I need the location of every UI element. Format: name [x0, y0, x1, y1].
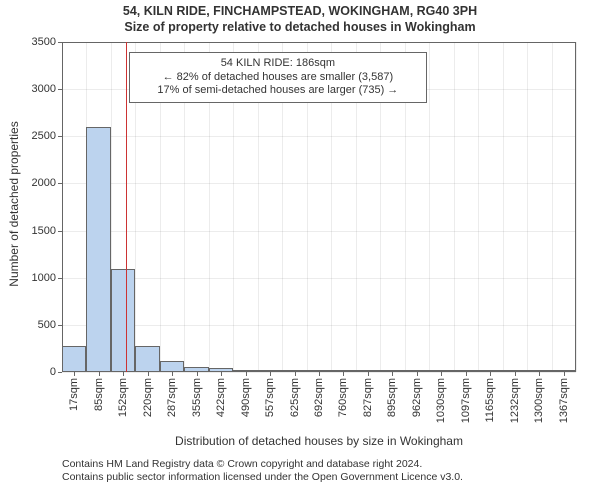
histogram-bar — [62, 346, 86, 372]
xtick-label: 152sqm — [117, 372, 129, 417]
annotation-line3: 17% of semi-detached houses are larger (… — [136, 84, 420, 98]
gridline-h — [62, 136, 576, 137]
y-axis-label: Number of detached properties — [7, 104, 21, 304]
xtick-label: 1367sqm — [558, 372, 570, 423]
gridline-v — [454, 42, 455, 372]
histogram-bar — [111, 269, 135, 372]
xtick-label: 490sqm — [240, 372, 252, 417]
ytick-label: 2000 — [32, 177, 62, 189]
gridline-h — [62, 231, 576, 232]
plot-area: 050010001500200025003000350017sqm85sqm15… — [62, 42, 576, 372]
ytick-label: 1000 — [32, 272, 62, 284]
chart-container: 54, KILN RIDE, FINCHAMPSTEAD, WOKINGHAM,… — [0, 0, 600, 500]
footer-line1: Contains HM Land Registry data © Crown c… — [62, 458, 576, 471]
xtick-label: 422sqm — [215, 372, 227, 417]
xtick-label: 1232sqm — [509, 372, 521, 423]
gridline-h — [62, 278, 576, 279]
xtick-label: 85sqm — [93, 372, 105, 411]
gridline-h — [62, 42, 576, 43]
gridline-v — [527, 42, 528, 372]
chart-title-line1: 54, KILN RIDE, FINCHAMPSTEAD, WOKINGHAM,… — [0, 4, 600, 19]
xtick-label: 355sqm — [191, 372, 203, 417]
xtick-label: 1300sqm — [533, 372, 545, 423]
annotation-line2: ← 82% of detached houses are smaller (3,… — [136, 71, 420, 85]
ytick-label: 2500 — [32, 130, 62, 142]
ytick-label: 3000 — [32, 83, 62, 95]
gridline-h — [62, 325, 576, 326]
xtick-label: 827sqm — [362, 372, 374, 417]
ytick-label: 500 — [38, 319, 62, 331]
gridline-v — [62, 42, 63, 372]
footer-line2: Contains public sector information licen… — [62, 471, 576, 484]
gridline-v — [503, 42, 504, 372]
xtick-label: 17sqm — [68, 372, 80, 411]
chart-title-line2: Size of property relative to detached ho… — [0, 20, 600, 35]
ytick-label: 0 — [50, 366, 62, 378]
histogram-bar — [160, 361, 184, 372]
reference-line — [126, 42, 127, 372]
xtick-label: 287sqm — [166, 372, 178, 417]
gridline-v — [576, 42, 577, 372]
xtick-label: 962sqm — [411, 372, 423, 417]
annotation-box: 54 KILN RIDE: 186sqm← 82% of detached ho… — [129, 52, 427, 103]
gridline-v — [552, 42, 553, 372]
ytick-label: 3500 — [32, 36, 62, 48]
xtick-label: 1030sqm — [435, 372, 447, 423]
xtick-label: 625sqm — [289, 372, 301, 417]
x-axis-label: Distribution of detached houses by size … — [62, 434, 576, 448]
gridline-v — [429, 42, 430, 372]
ytick-label: 1500 — [32, 225, 62, 237]
xtick-label: 1165sqm — [484, 372, 496, 422]
gridline-h — [62, 183, 576, 184]
xtick-label: 557sqm — [264, 372, 276, 417]
xtick-label: 1097sqm — [460, 372, 472, 423]
footer: Contains HM Land Registry data © Crown c… — [62, 458, 576, 484]
histogram-bar — [86, 127, 110, 372]
gridline-v — [478, 42, 479, 372]
xtick-label: 895sqm — [386, 372, 398, 417]
annotation-line1: 54 KILN RIDE: 186sqm — [136, 57, 420, 71]
xtick-label: 692sqm — [313, 372, 325, 417]
xtick-label: 760sqm — [337, 372, 349, 417]
xtick-label: 220sqm — [142, 372, 154, 417]
histogram-bar — [135, 346, 159, 372]
